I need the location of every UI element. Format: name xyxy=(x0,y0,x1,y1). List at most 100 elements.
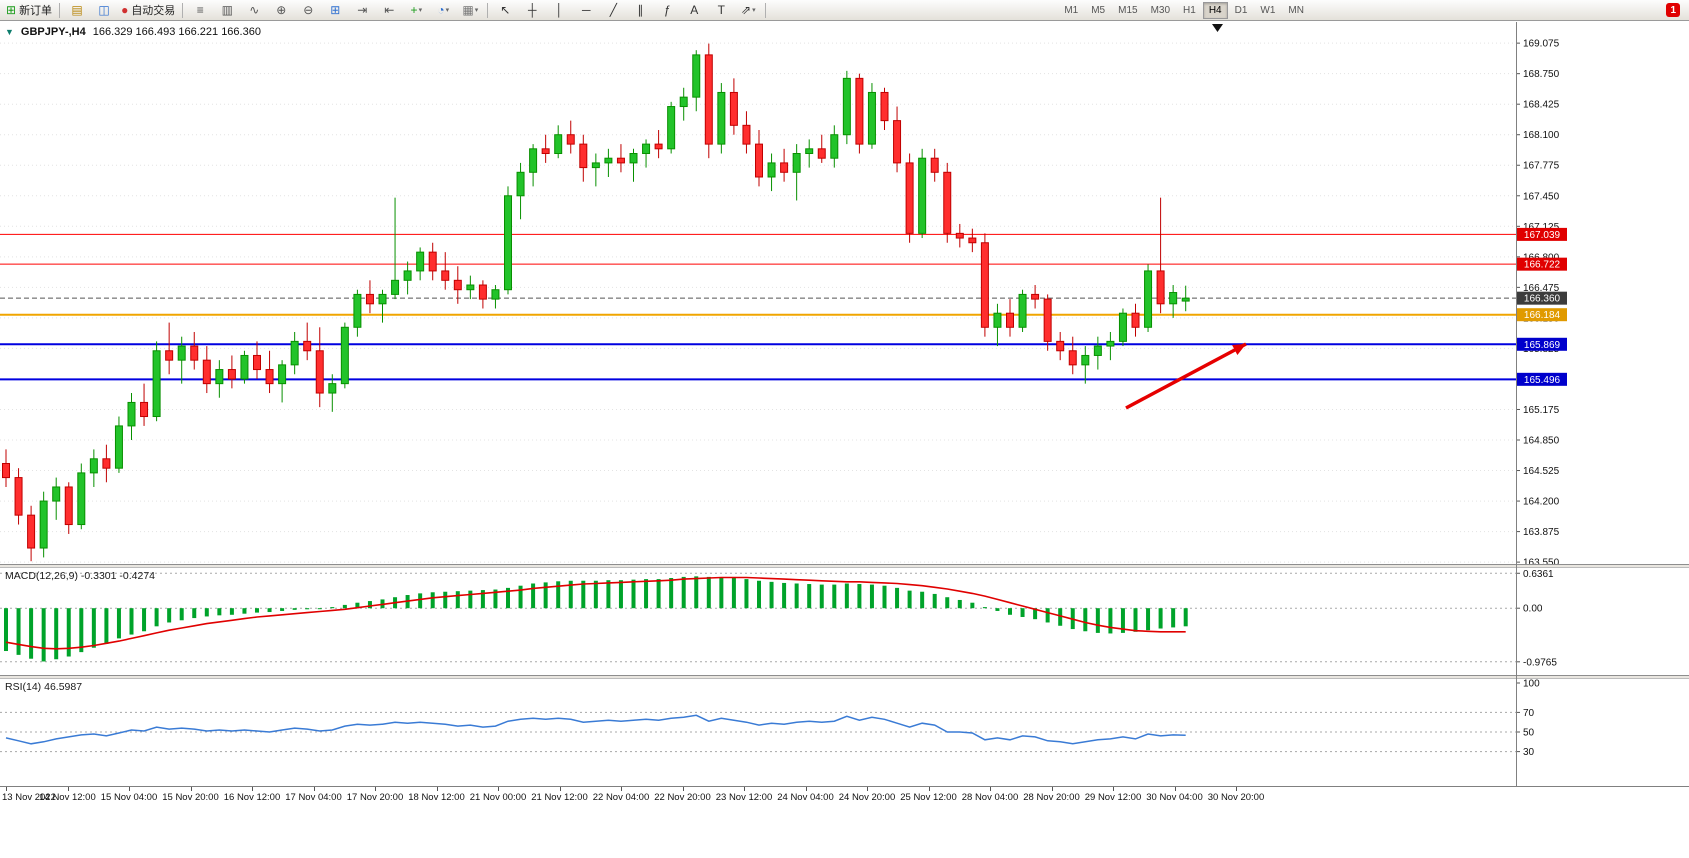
crosshair-button[interactable]: ┼ xyxy=(519,1,545,20)
chart-shift-button[interactable]: ⇤ xyxy=(376,1,402,20)
time-tick xyxy=(190,787,192,791)
chevron-down-icon[interactable]: ▾ xyxy=(445,7,450,14)
templates-button[interactable]: ▦ ▾ xyxy=(457,1,483,20)
timeframe-m30[interactable]: M30 xyxy=(1150,4,1171,16)
zoom-in-icon: ⊕ xyxy=(276,3,287,17)
toolbar-separator xyxy=(182,2,184,18)
candle-body xyxy=(177,345,186,361)
candle-body xyxy=(466,284,475,291)
candle-body xyxy=(679,96,688,108)
panel-splitter[interactable] xyxy=(0,564,1689,568)
candle-body xyxy=(1144,270,1153,328)
macd-axis-label: -0.9765 xyxy=(1523,657,1557,668)
candle-body xyxy=(968,237,977,244)
macd-histogram-bar xyxy=(455,591,460,609)
chevron-down-icon[interactable]: ▾ xyxy=(474,7,479,14)
timeframe-w1[interactable]: W1 xyxy=(1260,4,1276,16)
indicators-button[interactable]: + ▾ xyxy=(403,1,429,20)
line-chart-button[interactable]: ∿ xyxy=(241,1,267,20)
price-axis-label: 168.100 xyxy=(1523,130,1560,141)
time-axis-label: 28 Nov 20:00 xyxy=(1023,792,1080,803)
candle-body xyxy=(303,340,312,352)
candle-body xyxy=(1018,293,1027,328)
price-tag xyxy=(1517,291,1567,305)
periods-button[interactable]: ◔ ▾ xyxy=(430,1,456,20)
notification-badge[interactable]: 1 xyxy=(1666,3,1680,17)
trendline-button[interactable]: ╱ xyxy=(600,1,626,20)
macd-histogram-bar xyxy=(418,593,423,609)
chevron-down-icon[interactable]: ▾ xyxy=(752,7,756,14)
new-order-button[interactable]: ⊞ 新订单 xyxy=(3,1,55,20)
zoom-out-button[interactable]: ⊖ xyxy=(295,1,321,20)
timeframe-mn[interactable]: MN xyxy=(1288,4,1304,16)
candle-body xyxy=(629,153,638,164)
panel-splitter[interactable] xyxy=(0,675,1689,679)
channel-icon: ∥ xyxy=(637,3,644,17)
candle-body xyxy=(566,134,575,145)
candle-body xyxy=(805,148,814,155)
timeframe-h1[interactable]: H1 xyxy=(1183,4,1196,16)
macd-panel[interactable]: 0.6361 0.00 -0.9765 xyxy=(0,568,1689,675)
timeframe-h4[interactable]: H4 xyxy=(1202,1,1228,19)
toolbar: ⊞ 新订单 ▤ ◫ ● 自动交易 ≡ ▥ ∿ ⊕ ⊖ ⊞ ⇥ ⇤ + ▾ ◔ ▾ ▦ ▾ ↖ ┼ │ ─ ╱ ∥ ƒ A T ⇗ ▾ M1 M5… xyxy=(0,0,1689,21)
auto-scroll-button[interactable]: ⇥ xyxy=(349,1,375,20)
timeframe-m5[interactable]: M5 xyxy=(1091,4,1106,16)
macd-histogram-bar xyxy=(907,590,912,609)
vertical-line-button[interactable]: │ xyxy=(546,1,572,20)
macd-histogram-bar xyxy=(568,580,573,609)
new-chart-button[interactable]: ▤ xyxy=(64,1,90,20)
candle-body xyxy=(441,270,450,281)
new-order-icon: ⊞ xyxy=(6,3,17,17)
arrows-button[interactable]: ⇗ ▾ xyxy=(735,1,761,20)
time-tick xyxy=(6,787,7,791)
time-axis[interactable]: 13 Nov 2022 14 Nov 12:00 15 Nov 04:00 15 No… xyxy=(0,786,1689,809)
autotrading-button[interactable]: ● 自动交易 xyxy=(118,1,178,20)
candle-body xyxy=(780,162,789,173)
macd-histogram-bar xyxy=(543,582,548,609)
time-axis-label: 22 Nov 04:00 xyxy=(592,792,650,803)
macd-histogram-bar xyxy=(531,583,536,609)
zoom-in-button[interactable]: ⊕ xyxy=(268,1,294,20)
auto-scroll-icon: ⇥ xyxy=(357,3,368,17)
horizontal-line-button[interactable]: ─ xyxy=(573,1,599,20)
text-label-button[interactable]: T xyxy=(708,1,734,20)
main-chart[interactable]: 169.075 168.750 168.425 168.100 167.775 167.4… xyxy=(0,22,1689,564)
macd-histogram-bar xyxy=(857,584,862,609)
channel-button[interactable]: ∥ xyxy=(627,1,653,20)
macd-histogram-bar xyxy=(731,578,736,609)
macd-histogram-bar xyxy=(669,578,674,609)
candle-body xyxy=(64,486,73,526)
candle-body xyxy=(52,486,61,502)
cursor-button[interactable]: ↖ xyxy=(492,1,518,20)
bar-chart-button[interactable]: ≡ xyxy=(187,1,213,20)
text-button[interactable]: A xyxy=(681,1,707,20)
chevron-down-icon[interactable]: ▾ xyxy=(418,7,423,14)
candle-body xyxy=(591,162,600,169)
time-axis-label: 21 Nov 12:00 xyxy=(531,792,588,803)
symbol-dropdown-icon[interactable]: ▼ xyxy=(5,27,14,37)
timeframe-m1[interactable]: M1 xyxy=(1064,4,1079,16)
chart-shift-marker[interactable] xyxy=(1212,24,1223,32)
price-axis-label: 169.075 xyxy=(1523,39,1560,50)
macd-histogram-bar xyxy=(1083,608,1088,632)
time-tick xyxy=(928,787,930,791)
timeframe-d1[interactable]: D1 xyxy=(1234,4,1248,16)
macd-histogram-bar xyxy=(869,584,874,609)
macd-histogram-bar xyxy=(242,608,247,614)
candle-body xyxy=(880,91,889,122)
timeframe-m15[interactable]: M15 xyxy=(1118,4,1138,16)
candle-body xyxy=(742,124,751,145)
macd-histogram-bar xyxy=(1133,608,1138,632)
fibonacci-button[interactable]: ƒ xyxy=(654,1,680,20)
macd-histogram-bar xyxy=(957,599,962,609)
candle-body xyxy=(817,148,826,159)
candle-body xyxy=(830,134,839,159)
time-tick xyxy=(129,787,130,791)
price-axis-label: 163.875 xyxy=(1523,527,1560,538)
trend-arrow[interactable] xyxy=(1125,342,1247,410)
chart-shift-icon: ⇤ xyxy=(384,3,395,17)
tile-windows-button[interactable]: ⊞ xyxy=(322,1,348,20)
candlestick-chart-button[interactable]: ▥ xyxy=(214,1,240,20)
rsi-panel[interactable]: 100 70 50 30 xyxy=(0,679,1689,786)
profiles-button[interactable]: ◫ xyxy=(91,1,117,20)
